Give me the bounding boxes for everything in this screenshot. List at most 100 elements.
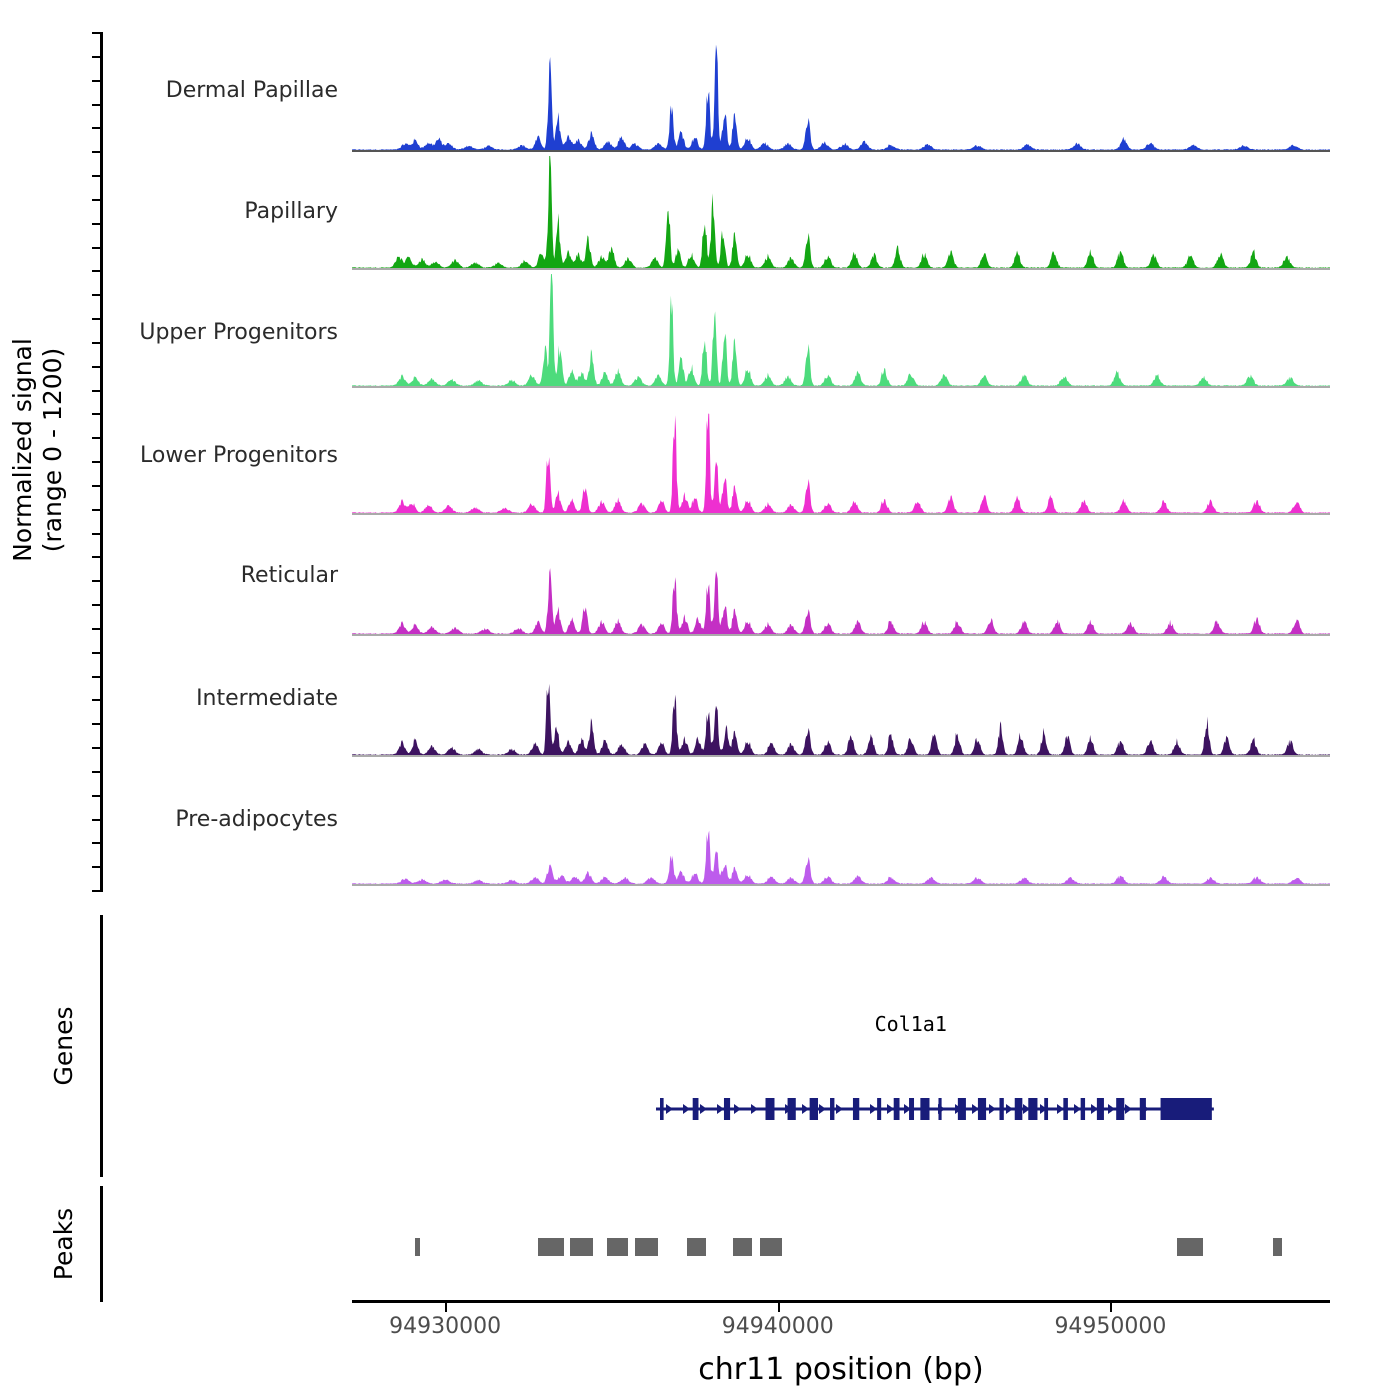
gene-exon (1096, 1098, 1104, 1120)
signal-trace (352, 156, 1330, 268)
gene-strand-arrow (784, 1104, 792, 1114)
signal-axis-tick (92, 222, 103, 225)
gene-strand-arrow (767, 1104, 775, 1114)
x-axis-tick (1110, 1303, 1113, 1312)
x-axis-spine (352, 1300, 1330, 1303)
gene-strand-arrow (699, 1104, 707, 1114)
gene-strand-arrow (1005, 1104, 1013, 1114)
track-label-intermediate: Intermediate (196, 686, 338, 711)
gene-strand-arrow (869, 1104, 877, 1114)
x-axis-tick-label: 94950000 (1054, 1314, 1167, 1339)
gene-strand-arrow (1124, 1104, 1132, 1114)
y-axis-label: Normalized signal (range 0 - 1200) (8, 10, 68, 890)
signal-axis-tick (92, 318, 103, 320)
signal-trace (352, 568, 1330, 634)
gene-exon (1014, 1098, 1023, 1120)
signal-axis-tick (92, 151, 103, 154)
signal-fill (352, 413, 1330, 513)
signal-fill (352, 568, 1330, 634)
y-axis-label-line2: (range 0 - 1200) (38, 347, 67, 553)
signal-axis-tick (92, 294, 103, 297)
gene-exon (893, 1098, 900, 1120)
gene-exon (977, 1098, 986, 1120)
signal-fill (352, 274, 1330, 386)
gene-strand-arrow (665, 1104, 673, 1114)
peaks-axis-spine (100, 1186, 103, 1302)
signal-axis-tick (92, 627, 103, 630)
y-axis-label-line1: Normalized signal (8, 338, 37, 562)
track-label-pre-adipocytes: Pre-adipocytes (175, 807, 338, 832)
gene-exon (1080, 1098, 1085, 1120)
gene-strand-arrow (886, 1104, 894, 1114)
signal-axis-tick (92, 794, 103, 797)
track-baseline (352, 268, 1330, 270)
signal-axis-tick (92, 770, 103, 773)
signal-trace (352, 274, 1330, 386)
signal-trace (352, 683, 1330, 755)
gene-strand-arrow (733, 1104, 741, 1114)
signal-axis-tick (92, 103, 103, 106)
signal-axis-tick (92, 437, 103, 440)
signal-axis-tick (92, 55, 103, 58)
signal-fill (352, 830, 1330, 884)
signal-trace (352, 44, 1330, 150)
track-label-upper-progenitors: Upper Progenitors (139, 320, 338, 345)
gene-strand-arrow (1073, 1104, 1081, 1114)
gene-exon (809, 1098, 818, 1120)
signal-axis-tick (92, 866, 103, 869)
track-baseline (352, 386, 1330, 388)
signal-axis-tick (92, 818, 103, 821)
gene-strand-arrow (852, 1104, 860, 1114)
signal-fill (352, 683, 1330, 755)
gene-exon (1027, 1098, 1038, 1120)
signal-axis-tick (92, 580, 103, 583)
gene-strand-arrow (801, 1104, 809, 1114)
x-axis-tick-label: 94940000 (721, 1314, 834, 1339)
x-axis-tick (445, 1303, 448, 1312)
track-baseline (352, 755, 1330, 757)
x-axis-tick (777, 1303, 780, 1312)
peak-region (538, 1238, 564, 1256)
signal-axis-tick (92, 32, 103, 34)
signal-track-upper-progenitors (352, 274, 1330, 390)
gene-model (655, 1096, 1214, 1126)
signal-axis-tick (92, 604, 103, 606)
signal-axis-tick (92, 890, 103, 892)
gene-strand-arrow (1107, 1104, 1115, 1114)
peak-region (1273, 1238, 1282, 1256)
signal-track-pre-adipocytes (352, 772, 1330, 888)
peaks-track-label: Peaks (49, 1207, 78, 1281)
gene-exon (1063, 1098, 1068, 1120)
signal-axis-tick (92, 198, 103, 201)
gene-strand-arrow (971, 1104, 979, 1114)
signal-axis-tick (92, 461, 103, 463)
signal-track-lower-progenitors (352, 401, 1330, 517)
signal-track-intermediate (352, 643, 1330, 759)
gene-strand-arrow (1056, 1104, 1064, 1114)
signal-axis-tick (92, 508, 103, 511)
signal-fill (352, 156, 1330, 268)
peak-region (759, 1238, 783, 1256)
signal-trace (352, 413, 1330, 513)
gene-strand-arrow (920, 1104, 928, 1114)
signal-fill (352, 44, 1330, 150)
gene-strand-arrow (988, 1104, 996, 1114)
gene-exon (908, 1098, 914, 1120)
signal-axis-tick (92, 79, 103, 82)
signal-track-reticular (352, 522, 1330, 638)
gene-strand-arrow (750, 1104, 758, 1114)
gene-strand-arrow (903, 1104, 911, 1114)
peak-region (732, 1238, 753, 1256)
track-label-reticular: Reticular (240, 563, 338, 588)
signal-axis-tick (92, 723, 103, 726)
peak-region (635, 1238, 659, 1256)
signal-track-dermal-papillae (352, 38, 1330, 154)
genes-track-label: Genes (49, 1006, 78, 1086)
genes-axis-spine (100, 915, 103, 1177)
signal-axis-tick (92, 556, 103, 559)
signal-axis-tick (92, 341, 103, 344)
track-baseline (352, 513, 1330, 515)
gene-exon (659, 1098, 664, 1120)
peak-region (687, 1238, 706, 1256)
